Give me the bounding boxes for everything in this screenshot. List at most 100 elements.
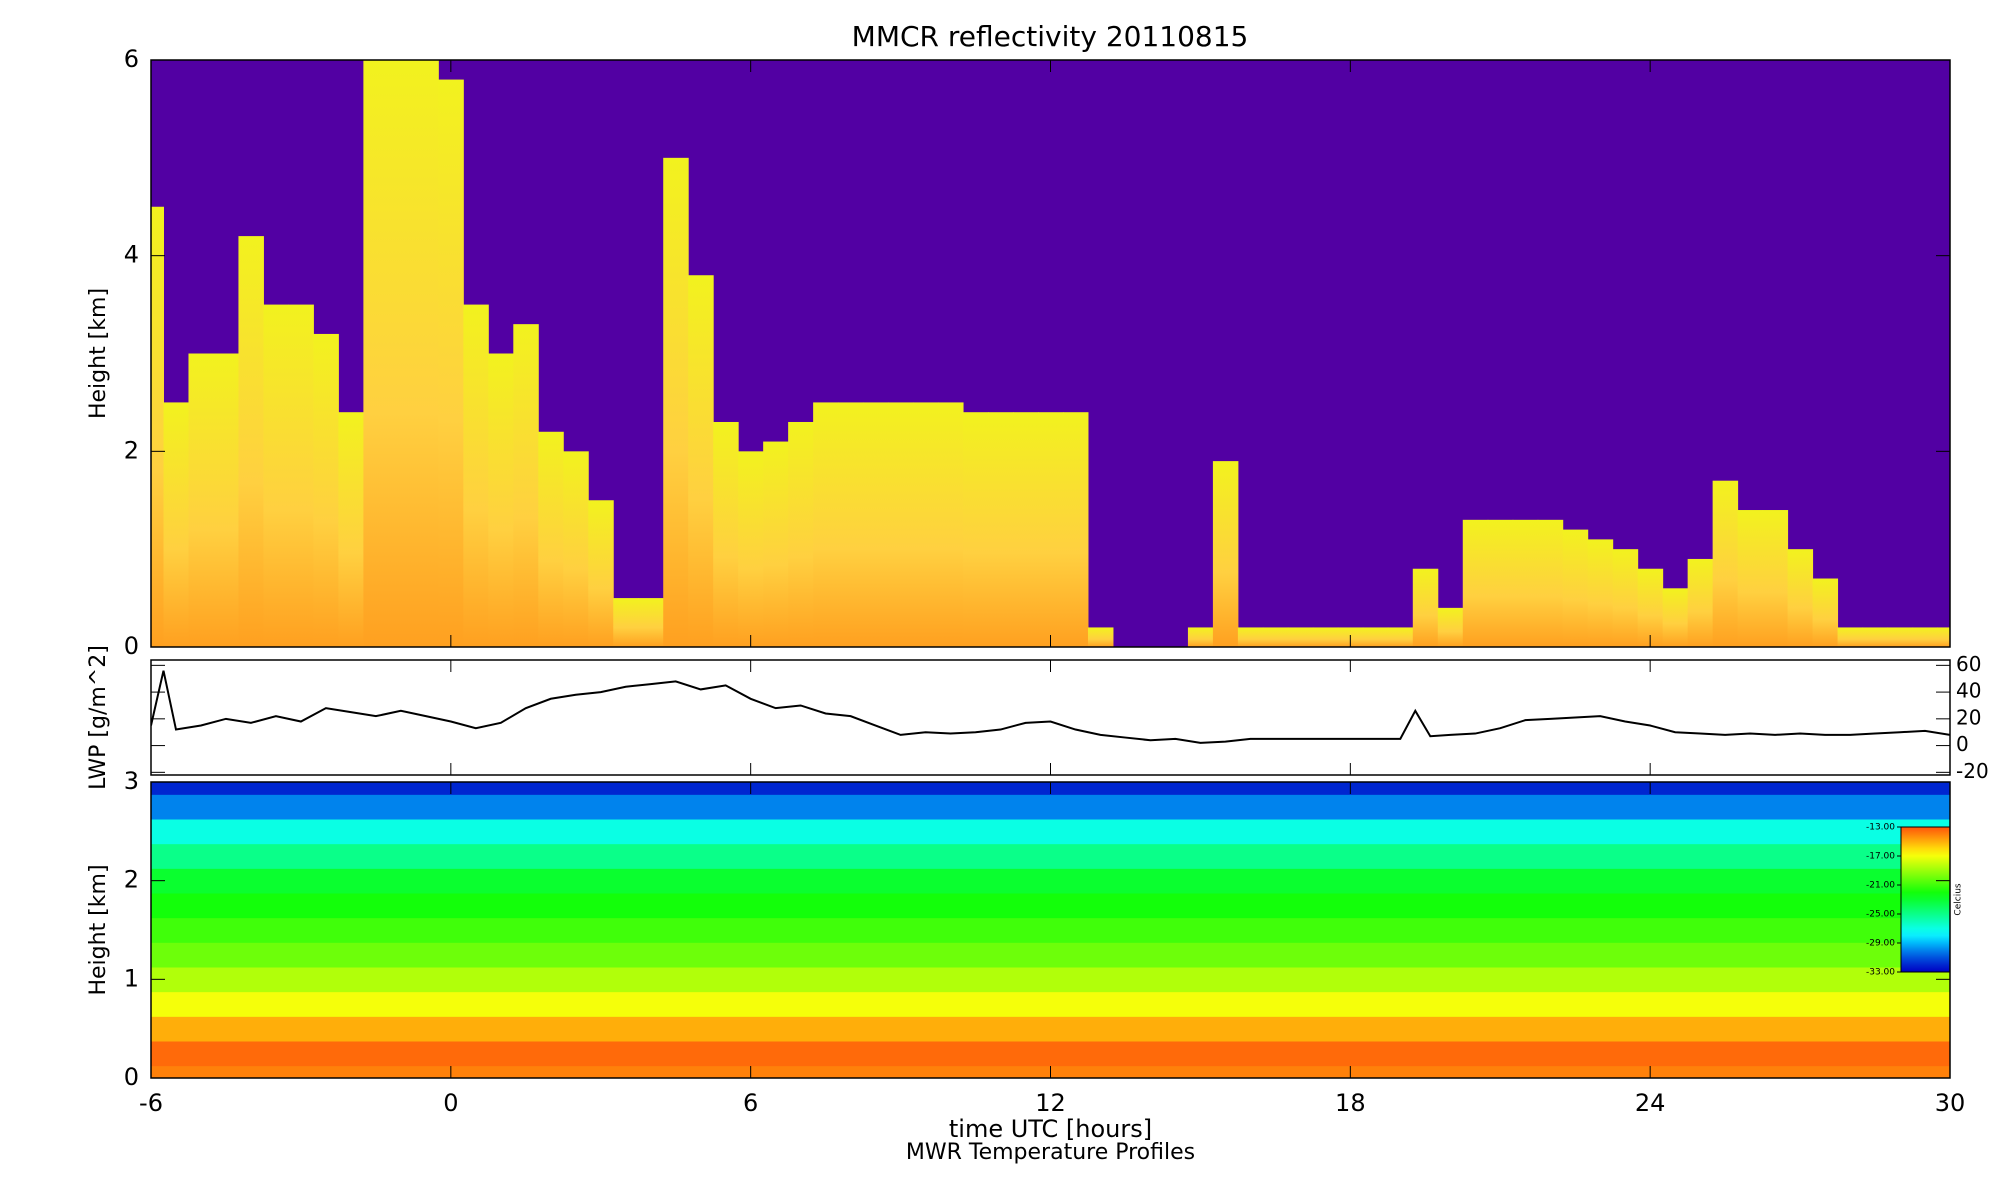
cloud-column [1262, 627, 1289, 647]
y-tick-label: 40 [1956, 679, 1981, 703]
y-tick-label: 2 [124, 436, 139, 464]
colorbar-tick-label: -13.00 [1866, 823, 1895, 833]
cloud-column [1462, 519, 1489, 647]
cloud-column [513, 324, 539, 647]
frame [150, 659, 1951, 776]
temperature-band [151, 819, 1950, 845]
x-tick-label: 12 [1035, 1089, 1066, 1117]
cloud-column [938, 402, 964, 647]
colorbar [1900, 826, 1951, 973]
cloud-column [813, 402, 839, 647]
temperature-band [151, 942, 1950, 968]
colorbar-tick-label: -25.00 [1866, 910, 1895, 920]
x-tick-label: 6 [743, 1089, 758, 1117]
cloud-column [1737, 510, 1764, 647]
cloud-column [863, 402, 889, 647]
y-tick-label: 0 [124, 1063, 139, 1091]
cloud-column [1312, 627, 1339, 647]
cloud-column [488, 353, 514, 647]
plot-area [151, 670, 1950, 744]
y-axis-label: LWP [g/m^2] [86, 645, 111, 790]
colorbar-tick-label: -33.00 [1866, 968, 1895, 978]
cloud-column [1587, 539, 1614, 647]
temperature-band [151, 1016, 1950, 1042]
chart-subtitle: MWR Temperature Profiles [906, 1140, 1195, 1165]
cloud-column [738, 451, 764, 647]
cloud-column [788, 421, 814, 647]
cloud-column [1637, 568, 1664, 647]
cloud-column [438, 79, 464, 647]
cloud-column [638, 598, 664, 647]
cloud-column [888, 402, 914, 647]
y-tick-label: 20 [1956, 705, 1981, 729]
cloud-column [1362, 627, 1389, 647]
cloud-column [963, 412, 989, 647]
cloud-column [413, 60, 439, 647]
cloud-column [338, 412, 364, 647]
cloud-column [1062, 412, 1089, 647]
cloud-column [1762, 510, 1789, 647]
cloud-column [363, 60, 389, 647]
cloud-column [463, 304, 489, 647]
cloud-column [713, 421, 739, 647]
colorbar-tick-label: -29.00 [1866, 939, 1895, 949]
cloud-column [1437, 607, 1464, 647]
y-axis-label: Height [km] [86, 288, 111, 419]
temperature-band [151, 893, 1950, 919]
colorbar-label: Celcius [1954, 883, 1964, 915]
y-tick-label: -20 [1956, 759, 1989, 783]
cloud-column [1038, 412, 1064, 647]
colorbar-tick-label: -17.00 [1866, 852, 1895, 862]
colorbar-tick-label: -21.00 [1866, 881, 1895, 891]
y-axis-label: Height [km] [86, 864, 111, 995]
cloud-column [1013, 412, 1039, 647]
cloud-column [1412, 568, 1439, 647]
cloud-column [1562, 529, 1589, 647]
cloud-column [1187, 627, 1214, 647]
temperature-band [151, 868, 1950, 894]
x-tick-label: 24 [1635, 1089, 1666, 1117]
cloud-column [1912, 627, 1939, 647]
temperature-band [151, 1041, 1950, 1067]
cloud-column [163, 402, 189, 647]
cloud-column [913, 402, 939, 647]
cloud-column [1387, 627, 1414, 647]
cloud-column [613, 598, 639, 647]
cloud-column [1937, 627, 1950, 647]
cloud-column [563, 451, 589, 647]
y-tick-label: 4 [124, 241, 139, 269]
cloud-column [288, 304, 314, 647]
cloud-column [1862, 627, 1889, 647]
cloud-column [313, 333, 339, 647]
x-tick-label: -6 [139, 1089, 163, 1117]
cloud-column [263, 304, 289, 647]
cloud-column [663, 157, 689, 647]
y-tick-label: 0 [124, 632, 139, 660]
cloud-column [1212, 461, 1239, 647]
plot-area [151, 782, 1950, 1078]
cloud-column [838, 402, 864, 647]
y-tick-label: 0 [1956, 732, 1969, 756]
temperature-band [151, 843, 1950, 869]
y-tick-label: 2 [124, 866, 139, 894]
cloud-column [1087, 627, 1114, 647]
cloud-column [1887, 627, 1914, 647]
cloud-column [151, 206, 164, 647]
temperature-band [151, 917, 1950, 943]
y-tick-label: 3 [124, 767, 139, 795]
cloud-column [988, 412, 1014, 647]
x-tick-label: 30 [1935, 1089, 1966, 1117]
cloud-column [1812, 578, 1839, 647]
chart-title: MMCR reflectivity 20110815 [852, 20, 1249, 53]
cloud-column [213, 353, 239, 647]
lwp-line [151, 670, 1950, 744]
cloud-column [1687, 558, 1714, 647]
cloud-column [1787, 549, 1814, 647]
cloud-column [188, 353, 214, 647]
cloud-column [1237, 627, 1264, 647]
y-tick-label: 60 [1956, 652, 1981, 676]
x-axis-label: time UTC [hours] [949, 1115, 1152, 1143]
cloud-column [1662, 588, 1689, 647]
